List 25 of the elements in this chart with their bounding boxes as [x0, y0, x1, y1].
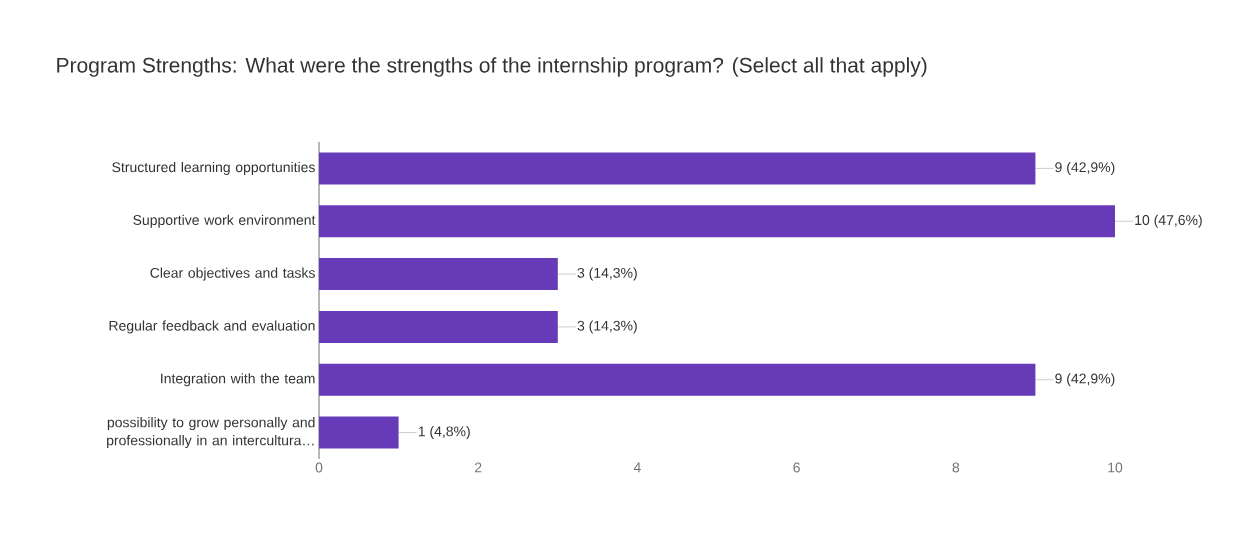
data-label: 10 (47,6%)	[1135, 214, 1202, 228]
data-label: 9 (42,9%)	[1055, 373, 1115, 387]
bar	[319, 258, 558, 291]
bar	[319, 310, 558, 343]
x-tick-label: 6	[793, 462, 800, 473]
x-tick-label: 10	[1108, 462, 1123, 473]
y-tick-label: Structured learning opportunities	[112, 161, 315, 175]
x-tick-label: 0	[315, 462, 323, 473]
data-label: 3 (14,3%)	[577, 267, 637, 281]
y-tick-label: Integration with the team	[161, 373, 315, 387]
y-tick-label: Clear objectives and tasks	[150, 267, 315, 281]
chart-title: Program Strengths: What were the strengths of the internship program? (Select all that apply)	[57, 57, 927, 77]
bar	[319, 416, 399, 449]
y-tick-label: possibility to grow personally and professionally in an intercultura…	[107, 417, 315, 449]
bar	[319, 205, 1115, 238]
bar	[319, 363, 1036, 396]
data-label: 1 (4,8%)	[418, 426, 470, 440]
bar	[319, 152, 1036, 185]
x-tick-label: 2	[475, 462, 482, 473]
data-label: 9 (42,9%)	[1055, 161, 1115, 175]
y-tick-label: Supportive work environment	[133, 214, 316, 228]
data-label: 3 (14,3%)	[577, 320, 637, 334]
x-tick-label: 8	[952, 462, 960, 473]
y-tick-label: Regular feedback and evaluation	[109, 320, 315, 334]
x-tick-label: 4	[633, 462, 641, 473]
